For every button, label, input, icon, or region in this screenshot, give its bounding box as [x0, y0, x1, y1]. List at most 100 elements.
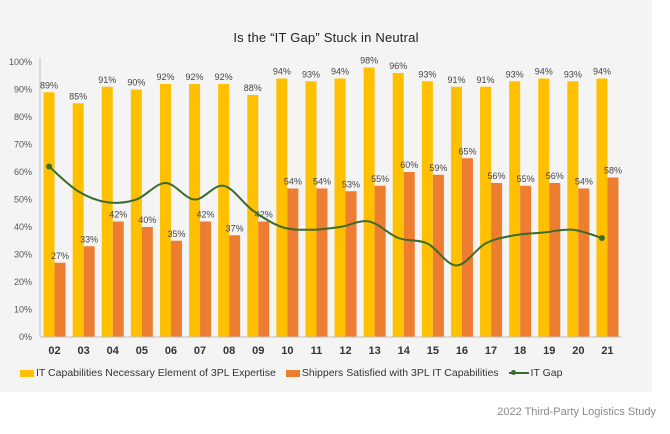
- bar-shippers-satisfied: [83, 246, 95, 337]
- data-label-shippers-satisfied: 55%: [517, 174, 535, 184]
- data-label-shippers-satisfied: 56%: [546, 171, 564, 181]
- x-tick-label: 13: [369, 345, 381, 357]
- bar-shippers-satisfied: [432, 174, 444, 337]
- x-tick-label: 15: [427, 345, 439, 357]
- x-axis: 02 03 04 05 06 07 08 09 10 11 12 13 14 15 16 17 18 19 20 21: [40, 336, 622, 357]
- x-tick-label: 07: [194, 345, 206, 357]
- data-label-shippers-satisfied: 59%: [429, 163, 447, 173]
- data-label-shippers-satisfied: 42%: [197, 210, 215, 220]
- x-tick-label: 17: [485, 345, 497, 357]
- bar-shippers-satisfied: [54, 262, 66, 337]
- y-tick-label: 30%: [14, 250, 32, 260]
- bar-it-capabilities: [392, 73, 404, 337]
- chart-title: Is the “IT Gap” Stuck in Neutral: [233, 30, 419, 45]
- x-tick-label: 19: [543, 345, 555, 357]
- x-tick-label: 21: [601, 345, 613, 357]
- y-tick-label: 60%: [14, 167, 32, 177]
- data-label-shippers-satisfied: 42%: [255, 210, 273, 220]
- data-label-shippers-satisfied: 54%: [575, 177, 593, 187]
- x-tick-label: 20: [572, 345, 584, 357]
- bar-it-capabilities: [189, 84, 201, 337]
- data-label-it-capabilities: 91%: [98, 75, 116, 85]
- bar-it-capabilities: [130, 89, 142, 337]
- bar-shippers-satisfied: [520, 185, 532, 337]
- bar-it-capabilities: [72, 103, 84, 337]
- data-label-shippers-satisfied: 56%: [488, 171, 506, 181]
- bar-shippers-satisfied: [345, 191, 357, 337]
- data-label-it-capabilities: 94%: [331, 67, 349, 77]
- x-tick-label: 09: [252, 345, 264, 357]
- data-label-shippers-satisfied: 54%: [313, 177, 331, 187]
- data-label-shippers-satisfied: 42%: [109, 210, 127, 220]
- data-label-it-capabilities: 85%: [69, 91, 87, 101]
- bar-shippers-satisfied: [170, 240, 182, 337]
- data-label-it-capabilities: 92%: [156, 72, 174, 82]
- data-label-it-capabilities: 93%: [302, 69, 320, 79]
- bar-it-capabilities: [334, 78, 346, 337]
- legend-swatch-yellow: [20, 369, 34, 377]
- data-label-shippers-satisfied: 40%: [138, 215, 156, 225]
- x-tick-label: 02: [48, 345, 60, 357]
- data-label-shippers-satisfied: 33%: [80, 234, 98, 244]
- x-tick-label: 10: [281, 345, 293, 357]
- data-label-it-capabilities: 88%: [244, 83, 262, 93]
- data-label-shippers-satisfied: 54%: [284, 177, 302, 187]
- it-gap-line-group: [46, 163, 605, 267]
- bar-shippers-satisfied: [200, 221, 212, 337]
- it-gap-line: [48, 165, 603, 267]
- bar-shippers-satisfied: [491, 183, 503, 337]
- y-tick-label: 40%: [14, 222, 32, 232]
- y-tick-label: 20%: [14, 277, 32, 287]
- data-label-it-capabilities: 91%: [447, 75, 465, 85]
- legend-item-it-capabilities: IT Capabilities Necessary Element of 3PL…: [20, 367, 276, 379]
- bar-shippers-satisfied: [287, 188, 299, 337]
- y-tick-label: 100%: [9, 57, 32, 67]
- bar-it-capabilities: [480, 86, 492, 337]
- bar-it-capabilities: [596, 78, 608, 337]
- source-caption: 2022 Third-Party Logistics Study: [497, 406, 656, 418]
- x-tick-label: 06: [165, 345, 177, 357]
- bar-it-capabilities: [363, 67, 375, 337]
- x-tick-label: 05: [136, 345, 148, 357]
- data-label-it-capabilities: 94%: [593, 67, 611, 77]
- x-tick-label: 14: [398, 345, 411, 357]
- y-tick-label: 0%: [19, 332, 32, 342]
- data-label-shippers-satisfied: 58%: [604, 166, 622, 176]
- data-label-it-capabilities: 89%: [40, 80, 58, 90]
- legend-label: Shippers Satisfied with 3PL IT Capabilit…: [301, 367, 499, 379]
- bar-it-capabilities: [305, 81, 317, 337]
- y-tick-label: 80%: [14, 112, 32, 122]
- bar-shippers-satisfied: [229, 235, 241, 337]
- bar-it-capabilities: [247, 95, 259, 337]
- legend-item-shippers-satisfied: Shippers Satisfied with 3PL IT Capabilit…: [285, 367, 499, 379]
- bar-shippers-satisfied: [316, 188, 328, 337]
- legend-item-it-gap: IT Gap: [508, 367, 562, 379]
- bar-it-capabilities: [101, 86, 113, 337]
- bar-shippers-satisfied: [607, 177, 619, 337]
- data-label-shippers-satisfied: 53%: [342, 179, 360, 189]
- x-tick-label: 03: [78, 345, 90, 357]
- it-gap-marker-end: [598, 235, 605, 241]
- bar-shippers-satisfied: [374, 185, 386, 337]
- x-tick-label: 11: [311, 345, 323, 357]
- x-tick-label: 16: [456, 345, 468, 357]
- data-label-it-capabilities: 96%: [389, 61, 407, 71]
- chart-plot: 0% 10% 20% 30% 40% 50% 60% 70% 80% 90% 100% 89% 27%…: [9, 56, 622, 357]
- y-tick-label: 10%: [14, 305, 32, 315]
- legend-line-marker-icon: [508, 369, 529, 377]
- data-label-it-capabilities: 91%: [477, 75, 495, 85]
- bars: [43, 67, 619, 337]
- bar-shippers-satisfied: [549, 183, 561, 337]
- bar-shippers-satisfied: [141, 227, 153, 337]
- bar-it-capabilities: [43, 92, 55, 337]
- data-label-shippers-satisfied: 35%: [167, 229, 185, 239]
- data-label-it-capabilities: 92%: [186, 72, 204, 82]
- bar-shippers-satisfied: [258, 221, 270, 337]
- data-label-it-capabilities: 93%: [418, 69, 436, 79]
- x-tick-label: 08: [223, 345, 235, 357]
- y-tick-label: 70%: [14, 140, 32, 150]
- data-label-it-capabilities: 94%: [273, 67, 291, 77]
- bar-it-capabilities: [450, 86, 462, 337]
- data-label-shippers-satisfied: 27%: [51, 251, 69, 261]
- bar-shippers-satisfied: [112, 221, 124, 337]
